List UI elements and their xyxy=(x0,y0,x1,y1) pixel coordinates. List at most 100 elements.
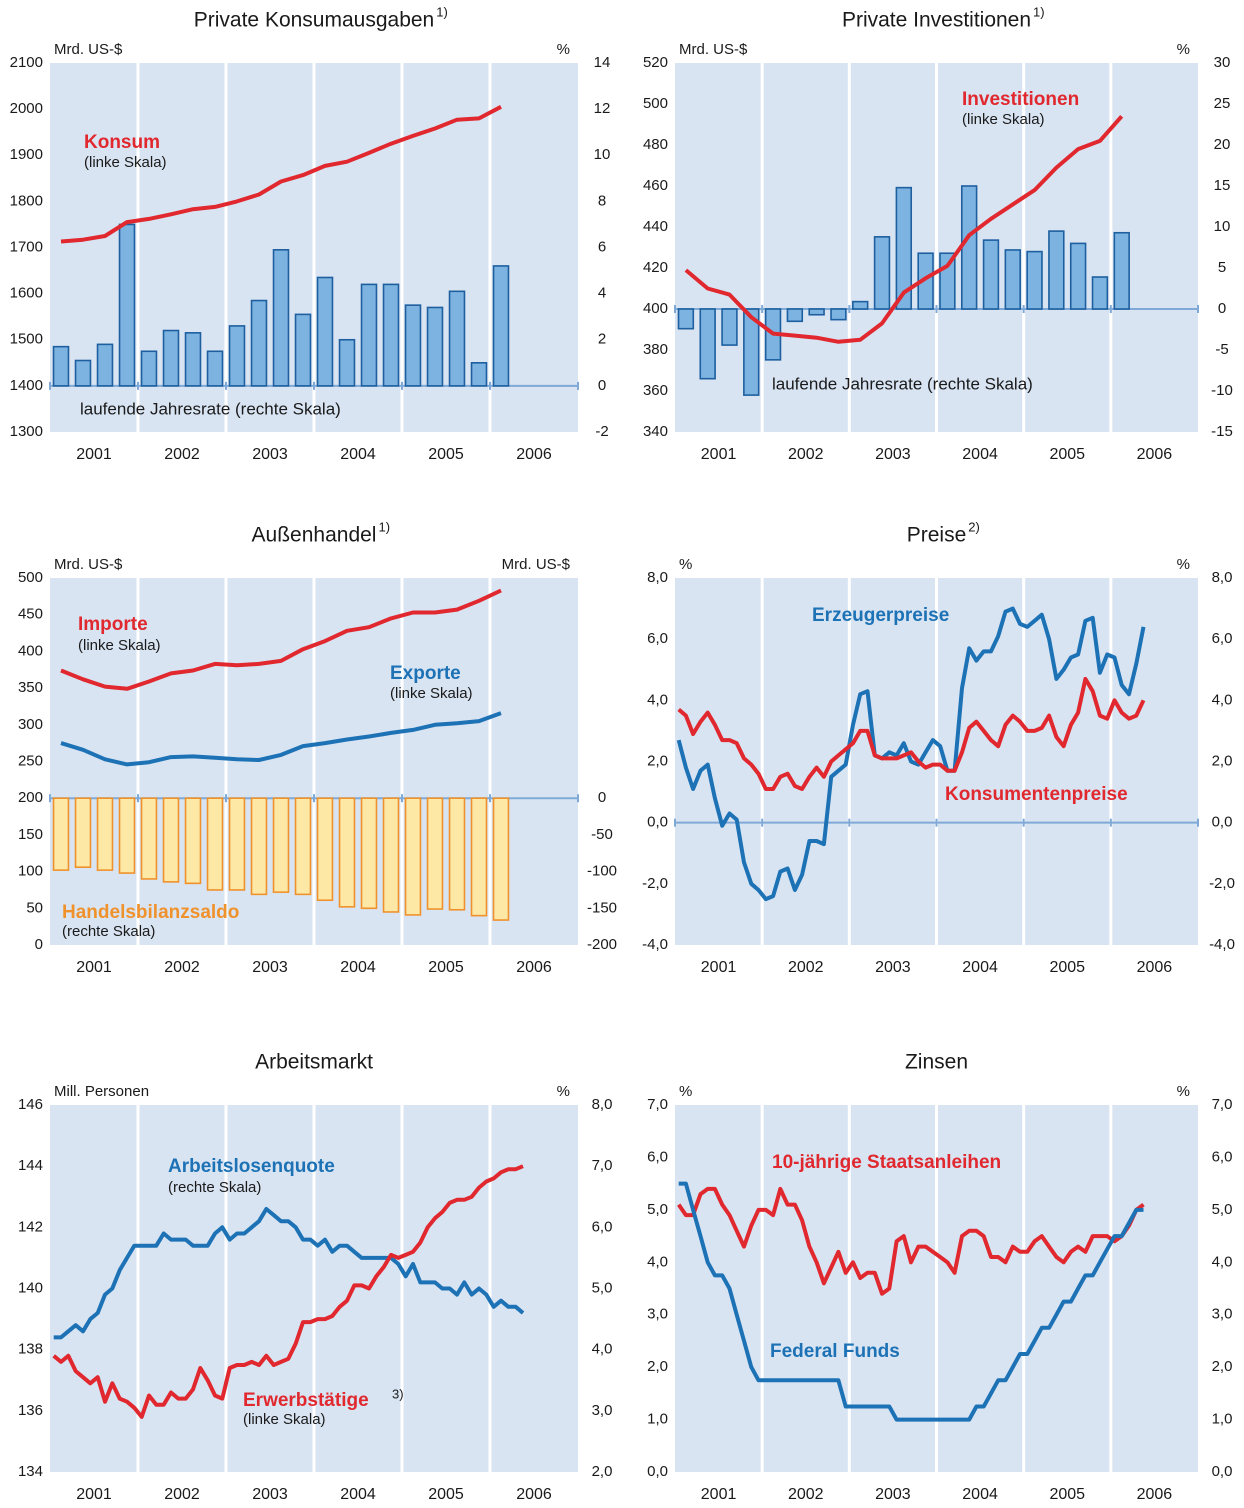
y2-tick-label: 0,0 xyxy=(1212,814,1233,831)
bar xyxy=(699,308,716,380)
y-tick-label: 0,0 xyxy=(647,814,668,831)
y2-tick-label: 12 xyxy=(594,100,611,117)
y2-tick-label: 14 xyxy=(594,54,611,71)
y-tick-label: 100 xyxy=(18,863,43,880)
title-note: 1) xyxy=(1033,4,1045,19)
series-label: Handelsbilanzsaldo xyxy=(62,902,239,923)
bar xyxy=(1113,231,1130,310)
bar xyxy=(1091,276,1109,310)
y2-unit: % xyxy=(1177,1083,1190,1100)
bar xyxy=(140,797,158,880)
y-tick-label: 4,0 xyxy=(647,1253,668,1270)
y2-unit: % xyxy=(557,41,570,58)
series-note: (linke Skala) xyxy=(84,154,167,171)
bar xyxy=(786,308,804,323)
x-tick-label: 2003 xyxy=(252,446,288,463)
y-tick-label: 0,0 xyxy=(647,1463,668,1480)
line xyxy=(60,105,502,244)
y-tick-label: 150 xyxy=(18,826,43,843)
y-tick-label: 380 xyxy=(643,341,668,358)
x-tick-label: 2002 xyxy=(164,1486,200,1503)
y2-tick-label: 1,0 xyxy=(1212,1411,1233,1428)
y-tick-label: 7,0 xyxy=(647,1096,668,1113)
title-note: 1) xyxy=(436,4,448,19)
series-label: Exporte xyxy=(390,663,461,684)
x-tick-label: 2001 xyxy=(701,446,737,463)
y2-tick-label: -10 xyxy=(1211,382,1233,399)
y2-tick-label: 2,0 xyxy=(1212,1358,1233,1375)
bar xyxy=(162,797,180,883)
series-label: Konsumentenpreise xyxy=(945,784,1128,805)
bar xyxy=(448,797,466,911)
bar xyxy=(873,236,891,310)
x-tick-label: 2006 xyxy=(516,1486,552,1503)
y-unit: Mill. Personen xyxy=(54,1083,149,1100)
x-tick-label: 2004 xyxy=(340,1486,376,1503)
y2-tick-label: 0 xyxy=(598,377,606,394)
y2-tick-label: 2,0 xyxy=(1212,752,1233,769)
y2-tick-label: 25 xyxy=(1214,95,1231,112)
series-note: (rechte Skala) xyxy=(168,1179,261,1196)
y-unit: % xyxy=(679,556,692,573)
y-tick-label: 300 xyxy=(18,716,43,733)
y2-tick-label: 3,0 xyxy=(1212,1306,1233,1323)
y2-unit: % xyxy=(557,1083,570,1100)
y-tick-label: -2,0 xyxy=(642,875,668,892)
bar xyxy=(360,283,378,387)
y2-tick-label: 3,0 xyxy=(592,1402,613,1419)
chart-title: Außenhandel xyxy=(252,524,377,547)
y-tick-label: 420 xyxy=(643,259,668,276)
chart-title: Private Investitionen xyxy=(842,9,1031,32)
x-tick-label: 2003 xyxy=(252,1486,288,1503)
series-note: (linke Skala) xyxy=(243,1411,326,1428)
bar xyxy=(52,797,70,871)
y-tick-label: 142 xyxy=(18,1218,43,1235)
bar xyxy=(404,304,422,387)
title-note: 1) xyxy=(378,519,390,534)
y2-tick-label: 4,0 xyxy=(592,1341,613,1358)
series-label: Erwerbstätige xyxy=(243,1390,369,1411)
bar xyxy=(808,308,825,316)
y2-unit: % xyxy=(1177,41,1190,58)
y2-tick-label: 8,0 xyxy=(592,1096,613,1113)
chart-title: Private Konsumausgaben xyxy=(194,9,435,32)
y-tick-label: 144 xyxy=(18,1157,43,1174)
y-tick-label: 2100 xyxy=(10,54,43,71)
y2-tick-label: 6,0 xyxy=(592,1218,613,1235)
y-tick-label: 500 xyxy=(643,95,668,112)
bar xyxy=(118,223,136,387)
series-note: (linke Skala) xyxy=(78,637,161,654)
y2-tick-label: 10 xyxy=(594,146,611,163)
bar xyxy=(316,797,334,902)
line xyxy=(52,1164,524,1419)
y2-tick-label: -2 xyxy=(595,423,608,440)
y2-tick-label: -200 xyxy=(587,936,617,953)
x-tick-label: 2004 xyxy=(340,959,376,976)
line xyxy=(678,1181,1144,1422)
y-tick-label: 1500 xyxy=(10,331,43,348)
series-label: Arbeitslosenquote xyxy=(168,1156,335,1177)
x-tick-label: 2001 xyxy=(76,446,112,463)
bar xyxy=(721,308,738,346)
bar xyxy=(1026,250,1043,310)
x-tick-label: 2004 xyxy=(962,446,998,463)
y2-tick-label: 6,0 xyxy=(1212,1148,1233,1165)
y2-tick-label: 6 xyxy=(598,238,606,255)
y2-tick-label: -50 xyxy=(591,826,613,843)
y2-tick-label: -150 xyxy=(587,899,617,916)
y-tick-label: 4,0 xyxy=(647,691,668,708)
y-unit: Mrd. US-$ xyxy=(54,556,123,573)
chart-title: Zinsen xyxy=(905,1051,968,1074)
title-note: 2) xyxy=(968,519,980,534)
x-tick-label: 2006 xyxy=(516,959,552,976)
chart-title: Arbeitsmarkt xyxy=(255,1051,373,1074)
series-note: (linke Skala) xyxy=(962,111,1045,128)
bar xyxy=(1069,242,1087,310)
y2-tick-label: -4,0 xyxy=(1209,936,1235,953)
bar xyxy=(982,239,1000,310)
y-tick-label: 440 xyxy=(643,218,668,235)
x-tick-label: 2002 xyxy=(164,446,200,463)
bar xyxy=(74,359,92,387)
bar xyxy=(470,797,488,917)
